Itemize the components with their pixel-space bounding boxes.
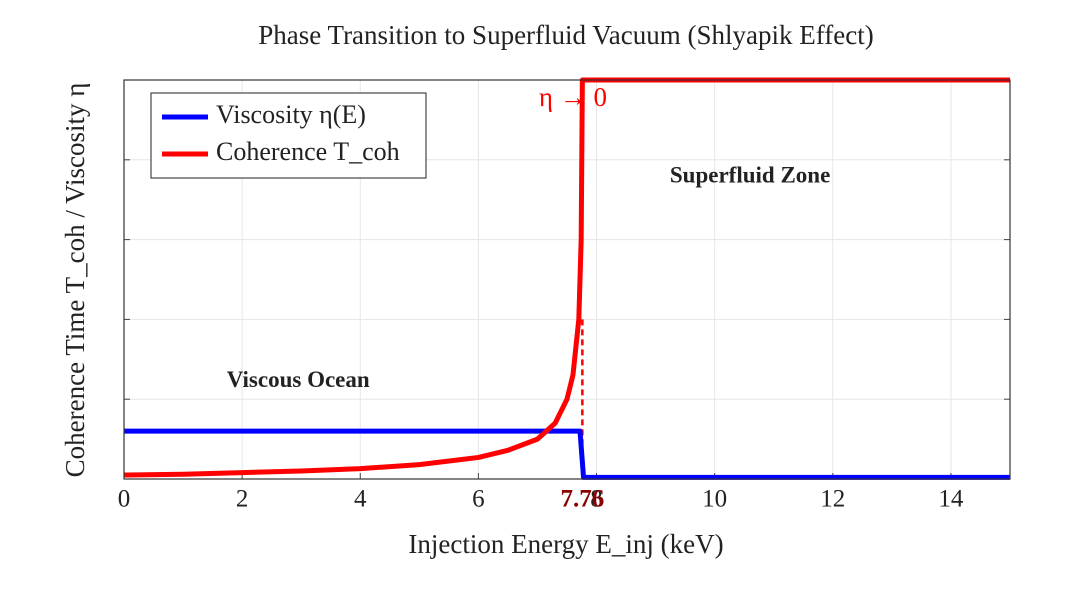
x-tick-label: 8 (590, 486, 603, 513)
plot-frame (123, 79, 1011, 480)
annotation: Viscous Ocean (227, 367, 370, 392)
annotation: Superfluid Zone (670, 163, 830, 188)
x-tick-label: 6 (472, 486, 485, 513)
legend-box (150, 92, 427, 179)
series-line (124, 428, 1010, 480)
legend-label: Viscosity η(E) (216, 100, 366, 129)
x-axis-label: Injection Energy E_inj (keV) (408, 529, 723, 559)
annotation: η → 0 (539, 82, 607, 112)
x-tick-label: 0 (118, 486, 131, 513)
x-tick-label: 4 (354, 486, 367, 513)
critical-label: 7.76 (560, 486, 604, 513)
x-tick-label: 10 (702, 486, 727, 513)
x-tick-label: 14 (938, 486, 964, 513)
x-tick-label: 12 (820, 486, 845, 513)
chart-title: Phase Transition to Superfluid Vacuum (S… (258, 20, 873, 50)
legend-label: Coherence T_coh (216, 137, 400, 166)
y-axis-label: Coherence Time T_coh / Viscosity η (60, 83, 90, 478)
series-line (123, 77, 1010, 478)
x-tick-label: 2 (236, 486, 249, 513)
